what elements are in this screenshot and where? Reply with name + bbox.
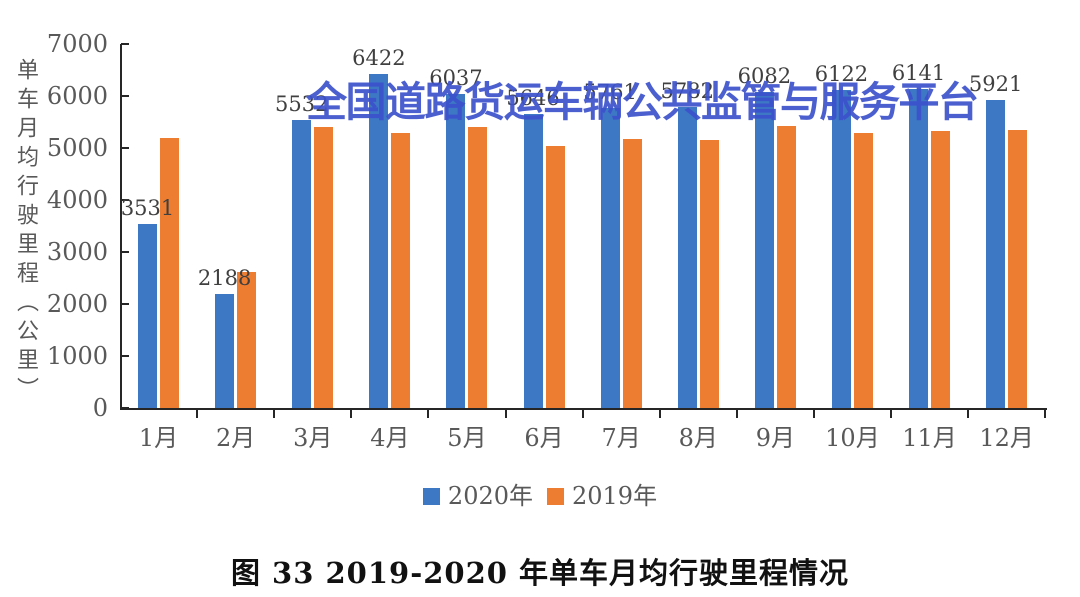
bar-2019年-5月 — [468, 127, 488, 408]
x-tick-label-3月: 3月 — [293, 424, 333, 452]
data-label-2020年-10月: 6122 — [814, 61, 869, 86]
bar-2020年-3月 — [292, 120, 312, 408]
legend-swatch-icon — [422, 487, 440, 505]
chart-caption: 图 33 2019-2020 年单车月均行驶里程情况 — [230, 556, 850, 590]
x-tick-mark-4 — [427, 410, 430, 418]
x-tick-mark-8 — [735, 410, 738, 418]
legend-label: 2020年 — [447, 482, 533, 510]
data-label-2020年-11月: 6141 — [891, 60, 946, 85]
x-tick-mark-2 — [273, 410, 276, 418]
y-tick-mark-3000 — [121, 251, 129, 253]
data-label-2020年-2月: 2188 — [197, 266, 252, 291]
bar-2019年-3月 — [314, 127, 334, 408]
x-tick-mark-11 — [967, 410, 970, 418]
y-tick-mark-6000 — [121, 95, 129, 97]
y-tick-label-4000: 4000 — [46, 186, 108, 214]
bar-2019年-1月 — [160, 138, 180, 408]
x-tick-mark-12 — [1044, 410, 1047, 418]
bar-2020年-10月 — [831, 89, 851, 408]
bar-2019年-2月 — [237, 272, 257, 408]
data-label-2020年-12月: 5921 — [968, 72, 1023, 97]
y-tick-label-5000: 5000 — [46, 134, 108, 162]
bar-2020年-5月 — [446, 94, 466, 408]
x-tick-mark-3 — [350, 410, 353, 418]
bar-2020年-12月 — [986, 100, 1006, 408]
x-tick-mark-5 — [504, 410, 507, 418]
x-tick-label-6月: 6月 — [524, 424, 564, 452]
y-tick-label-0: 0 — [92, 394, 108, 422]
watermark-text: 全国道路货运车辆公共监管与服务平台 — [306, 78, 979, 126]
legend: 2020年 2019年 — [0, 484, 1080, 508]
x-tick-mark-7 — [658, 410, 661, 418]
data-label-2020年-1月: 3531 — [120, 196, 175, 221]
y-tick-label-7000: 7000 — [46, 30, 108, 58]
bar-2019年-10月 — [853, 132, 873, 408]
y-axis-title: 单车月均行驶里程（公里） — [13, 58, 38, 406]
bar-2019年-7月 — [622, 139, 642, 408]
y-tick-label-1000: 1000 — [46, 342, 108, 370]
x-tick-label-7月: 7月 — [601, 424, 641, 452]
data-label-2020年-3月: 5532 — [275, 92, 329, 117]
legend-swatch-icon — [547, 487, 564, 505]
data-label-2020年-8月: 5782 — [660, 79, 714, 104]
data-label-2020年-6月: 5646 — [506, 86, 560, 111]
bar-2020年-4月 — [369, 74, 389, 408]
y-tick-mark-5000 — [121, 147, 129, 149]
bar-2020年-8月 — [677, 107, 697, 408]
bar-2019年-9月 — [776, 126, 796, 408]
x-axis-line — [120, 408, 1047, 410]
y-tick-mark-2000 — [121, 303, 129, 305]
x-tick-label-10月: 10月 — [825, 424, 880, 452]
bar-2020年-7月 — [600, 108, 620, 408]
y-tick-mark-0 — [121, 407, 129, 409]
x-tick-label-1月: 1月 — [138, 424, 179, 452]
bar-2019年-11月 — [931, 130, 951, 408]
data-label-2020年-9月: 6082 — [737, 63, 792, 88]
x-tick-mark-6 — [581, 410, 584, 418]
bar-2020年-6月 — [523, 114, 543, 408]
bar-2019年-4月 — [391, 132, 411, 408]
x-tick-label-12月: 12月 — [979, 424, 1034, 452]
x-tick-label-2月: 2月 — [216, 424, 256, 452]
bar-2020年-11月 — [909, 88, 929, 408]
x-tick-label-11月: 11月 — [902, 424, 957, 452]
bar-2020年-2月 — [215, 294, 235, 408]
y-tick-mark-1000 — [121, 355, 129, 357]
x-tick-label-4月: 4月 — [370, 424, 410, 452]
legend-item-2020年: 2020年 — [422, 482, 533, 510]
data-label-2020年-5月: 6037 — [429, 66, 483, 91]
bar-2019年-12月 — [1008, 129, 1028, 408]
y-tick-label-2000: 2000 — [46, 290, 108, 318]
y-axis-line — [120, 44, 122, 410]
legend-label: 2019年 — [572, 482, 658, 510]
bar-2020年-1月 — [138, 224, 158, 408]
data-label-2020年-4月: 6422 — [352, 46, 406, 71]
x-tick-mark-10 — [890, 410, 892, 418]
x-tick-mark-1 — [196, 410, 199, 418]
x-tick-label-5月: 5月 — [447, 424, 487, 452]
x-tick-label-8月: 8月 — [678, 424, 718, 452]
y-tick-mark-4000 — [121, 199, 129, 201]
legend-item-2019年: 2019年 — [547, 484, 657, 508]
bar-2019年-8月 — [699, 140, 719, 408]
y-tick-label-6000: 6000 — [46, 82, 108, 110]
y-tick-label-3000: 3000 — [46, 238, 108, 266]
bar-2020年-9月 — [754, 91, 774, 408]
bar-2019年-6月 — [545, 145, 565, 408]
x-tick-label-9月: 9月 — [755, 424, 795, 452]
x-tick-mark-9 — [812, 410, 815, 418]
y-tick-mark-7000 — [121, 43, 129, 45]
data-label-2020年-7月: 5761 — [583, 80, 637, 105]
